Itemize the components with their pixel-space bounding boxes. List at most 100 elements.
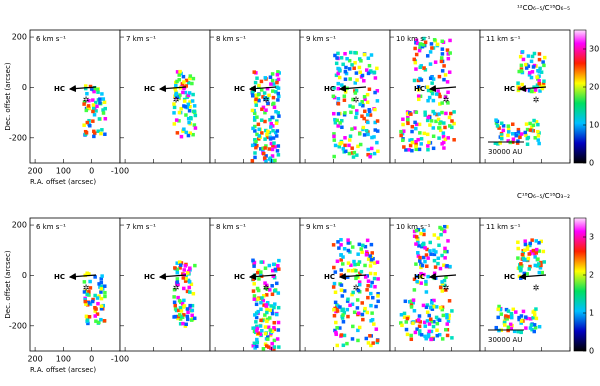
emission-pixel bbox=[262, 156, 267, 160]
emission-pixel bbox=[523, 130, 528, 135]
emission-pixel bbox=[335, 326, 339, 330]
hc-arrow bbox=[518, 84, 547, 93]
emission-pixel bbox=[332, 154, 336, 159]
emission-pixel bbox=[255, 144, 259, 148]
emission-pixel bbox=[257, 134, 261, 138]
emission-pixel bbox=[506, 124, 511, 128]
emission-pixel bbox=[98, 285, 102, 289]
emission-pixel bbox=[414, 144, 418, 149]
emission-pixel bbox=[523, 239, 527, 243]
emission-pixel bbox=[436, 117, 441, 122]
emission-pixel bbox=[339, 288, 344, 292]
emission-pixel bbox=[264, 303, 268, 307]
emission-pixel bbox=[522, 271, 527, 276]
emission-pixel bbox=[356, 288, 361, 293]
emission-pixel bbox=[524, 66, 529, 70]
emission-pixel bbox=[420, 244, 424, 249]
emission-pixel bbox=[182, 127, 186, 131]
emission-pixel bbox=[346, 297, 350, 302]
emission-pixel bbox=[267, 316, 272, 320]
emission-pixel bbox=[173, 266, 177, 270]
star-marker: ✲ bbox=[443, 96, 450, 105]
emission-pixel bbox=[178, 322, 183, 326]
emission-pixel bbox=[437, 74, 442, 79]
emission-pixel bbox=[432, 38, 437, 42]
emission-pixel bbox=[431, 146, 436, 151]
emission-pixel bbox=[499, 312, 504, 316]
emission-pixel bbox=[497, 126, 501, 130]
emission-pixel bbox=[190, 313, 194, 318]
panel: 8 km s⁻¹ HC ✲ bbox=[209, 217, 301, 352]
emission-pixel bbox=[269, 304, 273, 308]
emission-pixel bbox=[337, 144, 342, 149]
emission-pixel bbox=[101, 111, 106, 115]
emission-pixel bbox=[188, 104, 192, 109]
emission-pixel bbox=[193, 113, 198, 118]
emission-pixel bbox=[272, 305, 276, 310]
emission-pixel bbox=[256, 270, 260, 275]
emission-pixel bbox=[437, 243, 441, 248]
emission-pixel bbox=[99, 307, 104, 311]
emission-pixel bbox=[360, 114, 364, 118]
emission-pixel bbox=[499, 133, 504, 137]
emission-pixel bbox=[439, 232, 443, 237]
y-axis-label: Dec. offset (arcsec) bbox=[4, 250, 12, 318]
emission-pixel bbox=[178, 69, 182, 74]
y-tick-label: -200 bbox=[9, 133, 27, 142]
emission-pixel bbox=[375, 99, 380, 103]
emission-pixel bbox=[97, 320, 101, 325]
emission-pixel bbox=[414, 122, 419, 127]
emission-pixel bbox=[351, 290, 355, 295]
emission-pixel bbox=[177, 298, 182, 303]
emission-pixel bbox=[436, 256, 440, 261]
emission-pixel bbox=[533, 88, 538, 92]
emission-pixel bbox=[361, 125, 366, 130]
emission-pixel bbox=[344, 71, 349, 76]
emission-pixel bbox=[100, 274, 104, 278]
emission-pixel bbox=[431, 98, 436, 103]
emission-pixel bbox=[414, 262, 418, 266]
emission-pixel bbox=[448, 38, 452, 43]
panel: 6 km s⁻¹ HC ✲ bbox=[29, 217, 121, 352]
emission-pixel bbox=[364, 253, 369, 257]
emission-pixel bbox=[533, 255, 537, 259]
emission-pixel bbox=[509, 311, 514, 316]
scale-bar-label: 30000 AU bbox=[488, 148, 522, 156]
emission-pixel bbox=[541, 60, 545, 64]
emission-pixel bbox=[519, 63, 524, 68]
emission-pixel bbox=[429, 319, 434, 324]
emission-pixel bbox=[536, 257, 540, 261]
emission-pixel bbox=[260, 107, 264, 111]
emission-pixel bbox=[366, 279, 371, 283]
emission-pixel bbox=[367, 63, 372, 68]
emission-pixel bbox=[333, 270, 338, 274]
emission-pixel bbox=[182, 313, 186, 317]
emission-pixel bbox=[272, 321, 277, 325]
emission-pixel bbox=[343, 77, 348, 82]
emission-pixel bbox=[369, 343, 373, 348]
panel-frame bbox=[479, 29, 571, 164]
emission-pixel bbox=[83, 297, 87, 302]
emission-pixel bbox=[270, 284, 274, 288]
emission-pixel bbox=[337, 246, 341, 250]
emission-pixel bbox=[521, 57, 526, 62]
emission-pixel bbox=[429, 337, 433, 342]
emission-pixel bbox=[440, 101, 444, 105]
emission-pixel bbox=[183, 264, 188, 268]
emission-pixel bbox=[519, 319, 524, 323]
emission-pixel bbox=[269, 346, 273, 350]
emission-pixel bbox=[335, 118, 340, 123]
emission-pixel bbox=[174, 91, 179, 96]
emission-pixel bbox=[365, 100, 370, 104]
emission-pixel bbox=[346, 238, 350, 242]
emission-pixel bbox=[506, 130, 511, 134]
emission-pixel bbox=[275, 149, 280, 153]
emission-pixel bbox=[517, 266, 522, 270]
emission-pixel bbox=[276, 70, 280, 74]
emission-pixel bbox=[537, 324, 542, 329]
emission-pixel bbox=[424, 279, 428, 284]
emission-pixel bbox=[372, 70, 377, 75]
emission-pixel bbox=[339, 268, 344, 272]
emission-pixel bbox=[187, 109, 192, 113]
emission-pixel bbox=[410, 129, 414, 134]
